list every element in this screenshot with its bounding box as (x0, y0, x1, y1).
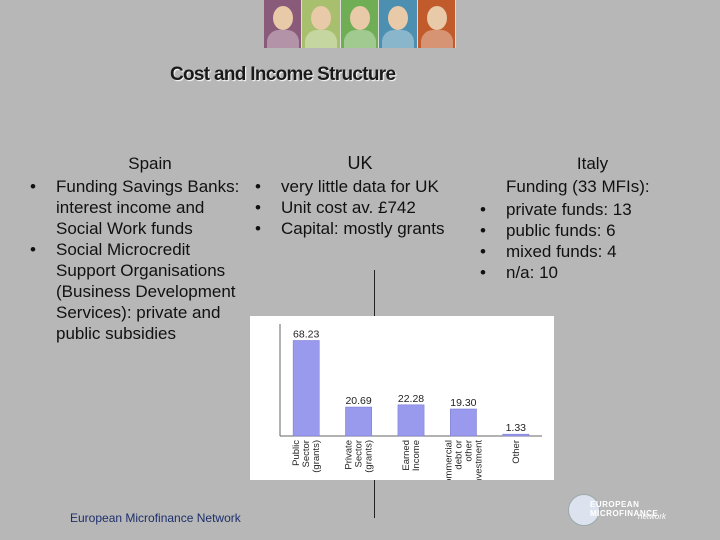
italy-subheading: Funding (33 MFIs): (506, 177, 650, 196)
chart-bar (292, 340, 320, 437)
emn-logo: EUROPEAN MICROFINANCE network (568, 492, 698, 532)
italy-column: Italy Funding (33 MFIs): • private funds:… (480, 153, 705, 283)
bullet-icon: • (30, 177, 36, 196)
data-label: 68.23 (293, 328, 319, 340)
bullet-icon: • (255, 198, 261, 217)
photo-icon (302, 0, 341, 48)
category-label: (grants) (364, 440, 375, 473)
uk-heading: UK (347, 153, 373, 173)
category-label: debt or (453, 440, 464, 470)
bullet-icon: • (480, 221, 486, 240)
bullet-icon: • (480, 242, 486, 261)
chart-bar (502, 433, 530, 437)
list-item: • Capital: mostly grants (255, 219, 445, 238)
photo-icon (379, 0, 418, 48)
category-label: Earned (401, 440, 412, 471)
globe-icon (568, 494, 600, 526)
uk-column: UK • very little data for UK • Unit cost a… (255, 153, 465, 239)
photo-icon (340, 0, 380, 48)
italy-heading: Italy (576, 154, 609, 173)
category-label: Private (344, 440, 355, 470)
category-label: Commercial (443, 440, 454, 480)
footer-text: European Microfinance Network (70, 511, 241, 525)
chart-bar (345, 406, 372, 437)
bullet-icon: • (255, 219, 261, 238)
bullet-icon: • (480, 263, 486, 282)
funding-bar-chart: 68.23 Public Sector (grants) 20.69 Private Sec… (250, 316, 554, 491)
chart-bar (397, 404, 425, 437)
data-label: 22.28 (398, 393, 424, 405)
list-item: • private funds: 13 (480, 200, 632, 219)
list-item: • very little data for UK (255, 177, 439, 196)
category-label: Income (411, 440, 422, 471)
photo-icon (264, 0, 303, 48)
category-label: (grants) (311, 440, 322, 473)
bullet-icon: • (480, 200, 486, 219)
category-label: Sector (354, 440, 365, 467)
list-item: • Social Microcredit Support Organisation… (30, 240, 236, 343)
category-label: Other (511, 440, 522, 464)
chart-bar (450, 408, 477, 437)
list-item: • Funding Savings Banks: interest income … (30, 177, 240, 238)
data-label: 1.33 (506, 422, 527, 434)
uk-list: • very little data for UK • Unit cost av. … (255, 176, 465, 239)
category-label: investment (473, 440, 484, 480)
bullet-icon: • (30, 240, 36, 259)
slide-title: Cost and Income Structure (170, 64, 396, 85)
category-label: Sector (301, 440, 312, 467)
spain-heading: Spain (128, 154, 172, 173)
category-label: other (463, 440, 474, 462)
spain-column: Spain • Funding Savings Banks: interest i… (30, 153, 240, 344)
photo-icon (417, 0, 457, 48)
italy-list: • private funds: 13 • public funds: 6 • mix… (480, 199, 705, 283)
data-label: 20.69 (345, 395, 371, 407)
data-label: 19.30 (450, 397, 476, 409)
list-item: • public funds: 6 (480, 221, 616, 240)
bullet-icon: • (255, 177, 261, 196)
category-label: Public (291, 440, 302, 466)
spain-list: • Funding Savings Banks: interest income … (30, 176, 240, 344)
header-photo-strip (264, 0, 457, 48)
list-item: • Unit cost av. £742 (255, 198, 416, 217)
list-item: • mixed funds: 4 (480, 242, 617, 261)
list-item: • n/a: 10 (480, 263, 558, 282)
